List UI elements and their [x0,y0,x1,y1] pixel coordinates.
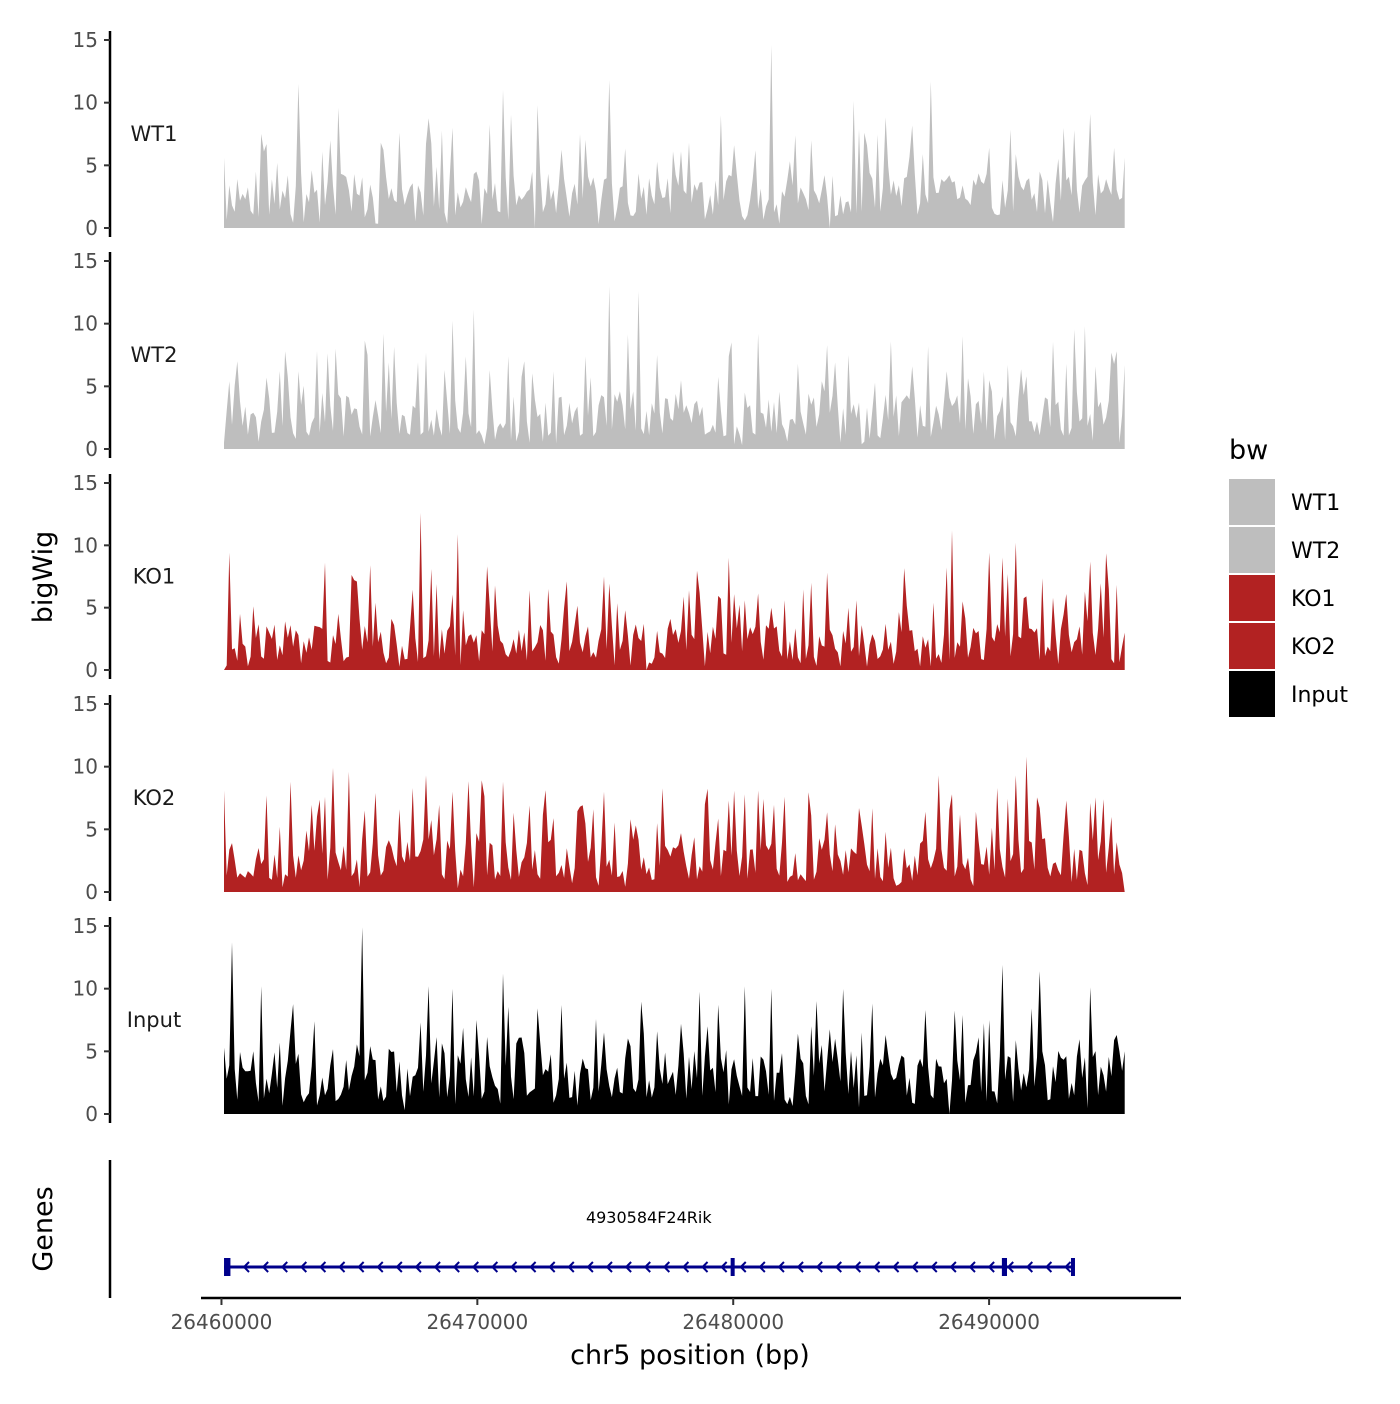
gene-strand-arrow [548,1261,556,1273]
legend-label-ko2: KO2 [1291,635,1336,660]
legend-label-ko1: KO1 [1291,587,1336,612]
track-label-input: Input [127,1008,181,1032]
track-area-wt1 [224,45,1125,228]
legend-swatch-wt1 [1229,479,1275,525]
genes-track-title: Genes [28,1186,59,1271]
gene-exon [730,1258,735,1276]
legend-swatch-ko1 [1229,575,1275,621]
x-tick-label: 26460000 [171,1310,273,1334]
gene-strand-arrow [624,1261,632,1273]
y-tick-label: 5 [85,1039,98,1063]
y-tick-label: 10 [73,755,98,779]
gene-strand-arrow [796,1261,804,1273]
gene-strand-arrow [452,1261,460,1273]
gene-strand-arrow [853,1261,862,1273]
y-axis-title: bigWig [28,531,59,624]
legend-label-wt1: WT1 [1291,491,1340,516]
y-tick-label: 15 [73,692,98,716]
gene-strand-arrow [834,1261,842,1273]
track-area-input [224,927,1125,1114]
gene-strand-arrow [815,1261,823,1273]
gene-strand-arrow [414,1261,422,1273]
y-tick-label: 5 [85,153,98,177]
legend-title: bw [1229,435,1268,466]
legend-swatch-input [1229,671,1275,717]
gene-strand-arrow [682,1261,690,1273]
gene-strand-arrow [357,1261,365,1273]
y-tick-label: 10 [73,312,98,336]
gene-strand-arrow [338,1261,346,1273]
x-tick-label: 26490000 [938,1310,1040,1334]
gene-strand-arrow [968,1261,976,1273]
gene-strand-arrow [758,1261,766,1273]
gene-strand-arrow [873,1261,881,1273]
gene-strand-arrow [510,1261,518,1273]
gene-strand-arrow [1064,1261,1072,1273]
y-tick-label: 5 [85,596,98,620]
gene-strand-arrow [529,1261,537,1273]
track-label-wt2: WT2 [131,343,178,367]
gene-strand-arrow [1006,1261,1014,1273]
y-tick-label: 0 [85,437,98,461]
gene-strand-arrow [586,1261,594,1273]
gene-strand-arrow [892,1261,900,1273]
y-tick-label: 15 [73,471,98,495]
gene-strand-arrow [433,1261,441,1273]
gene-strand-arrow [261,1261,269,1273]
track-area-ko2 [224,756,1125,892]
gene-strand-arrow [701,1261,709,1273]
gene-strand-arrow [605,1261,613,1273]
gene-strand-arrow [490,1261,499,1273]
gene-strand-arrow [949,1261,957,1273]
gene-strand-arrow [395,1261,403,1273]
y-tick-label: 10 [73,91,98,115]
legend-swatch-ko2 [1229,623,1275,669]
track-label-ko2: KO2 [133,786,176,810]
legend-label-input: Input [1291,683,1348,708]
y-tick-label: 0 [85,880,98,904]
gene-strand-arrow [319,1261,327,1273]
gene-strand-arrow [662,1261,671,1273]
track-label-wt1: WT1 [131,122,178,146]
gene-name-label: 4930584F24Rik [586,1208,712,1227]
gene-exon [224,1258,231,1276]
gene-strand-arrow [376,1261,384,1273]
y-tick-label: 10 [73,977,98,1001]
gene-strand-arrow [930,1261,938,1273]
y-tick-label: 15 [73,914,98,938]
legend-label-wt2: WT2 [1291,539,1340,564]
x-tick-label: 26480000 [682,1310,784,1334]
gene-strand-arrow [471,1261,479,1273]
gene-strand-arrow [242,1261,250,1273]
y-tick-label: 15 [73,28,98,52]
legend-swatch-wt2 [1229,527,1275,573]
gene-strand-arrow [567,1261,575,1273]
x-tick-label: 26470000 [426,1310,528,1334]
y-tick-label: 0 [85,658,98,682]
track-area-ko1 [224,512,1125,670]
gene-strand-arrow [643,1261,651,1273]
gene-strand-arrow [299,1261,308,1273]
y-tick-label: 5 [85,374,98,398]
gene-exon [1001,1258,1008,1276]
y-tick-label: 5 [85,817,98,841]
x-axis-title: chr5 position (bp) [570,1340,810,1371]
y-tick-label: 15 [73,249,98,273]
track-label-ko1: KO1 [133,565,176,589]
gene-strand-arrow [739,1261,747,1273]
gene-strand-arrow [911,1261,919,1273]
y-tick-label: 0 [85,216,98,240]
gene-strand-arrow [777,1261,785,1273]
gene-strand-arrow [987,1261,995,1273]
gene-strand-arrow [720,1261,728,1273]
gene-strand-arrow [280,1261,288,1273]
gene-exon [1070,1258,1075,1276]
gene-strand-arrow [1045,1261,1053,1273]
track-area-wt2 [224,286,1125,449]
y-tick-label: 10 [73,533,98,557]
gene-strand-arrow [1025,1261,1034,1273]
y-tick-label: 0 [85,1102,98,1126]
